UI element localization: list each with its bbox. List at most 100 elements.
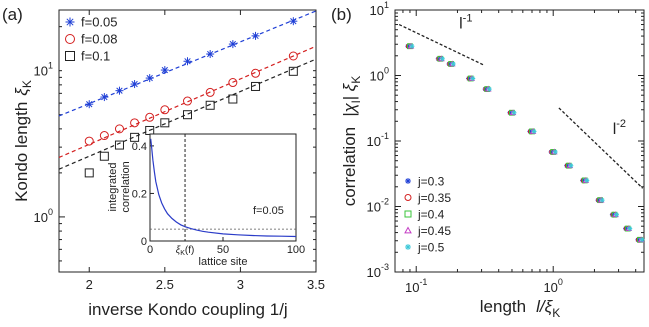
panel-a-data-point-shape bbox=[84, 136, 94, 146]
inset-lines bbox=[150, 134, 297, 241]
panel-a-data-point-stroke bbox=[206, 50, 214, 58]
panel-b-legend-marker-stroke bbox=[405, 178, 411, 184]
panel-b-data-point-stroke bbox=[614, 212, 619, 217]
panel-a-legend-entry: f=0.05 bbox=[81, 15, 118, 30]
panel-a-label: (a) bbox=[2, 5, 23, 24]
panel-a-data-point-shape bbox=[228, 94, 238, 104]
panel-b-y-axis-label-text: correlation bbox=[340, 127, 359, 206]
panel-b-data-point bbox=[627, 226, 633, 231]
inset-y-axis-label-line1: integrated bbox=[107, 163, 119, 212]
panel-a-data-point-shape bbox=[160, 105, 170, 115]
panel-a-data-point-shape bbox=[160, 118, 170, 128]
panel-b-legend-marker-shape bbox=[404, 210, 412, 218]
panel-a-legend: f=0.05 f=0.08 f=0.1 bbox=[65, 15, 118, 64]
panel-a-data-point-stroke bbox=[101, 93, 108, 101]
panel-b-data-point-stroke bbox=[532, 129, 537, 134]
panel-a-x-axis-label: inverse Kondo coupling 1/j bbox=[88, 300, 287, 319]
panel-a-data-point bbox=[160, 105, 170, 115]
panel-b-data-point bbox=[450, 61, 456, 67]
panel-a-data-point bbox=[130, 132, 140, 142]
panel-b-data-point-stroke bbox=[627, 226, 632, 231]
panel-b-y-tick-label: 101 bbox=[370, 0, 389, 18]
panel-a-data-point-stroke bbox=[252, 32, 259, 40]
panel-a-data-point-shape bbox=[130, 118, 140, 128]
inset-curve bbox=[150, 138, 297, 238]
panel-b-data-point bbox=[639, 237, 645, 243]
panel-b-legend-marker bbox=[405, 178, 411, 184]
panel-b-data-point bbox=[599, 197, 605, 203]
panel-a-data-point bbox=[183, 110, 192, 120]
panel-b-x-axis-label: length l/ξK bbox=[480, 297, 560, 320]
panel-a-y-axis-label-symbol: ξ bbox=[12, 87, 31, 96]
panel-a-data-point-shape bbox=[114, 124, 124, 134]
panel-a-data-point-stroke bbox=[146, 74, 153, 82]
panel-b: (b) 10-1 100 10-3 10-2 10-1 100 101 l-1 l-2 j=0… bbox=[331, 0, 645, 320]
inset-y-tick-label: 0 bbox=[141, 236, 147, 248]
panel-a-data-point-shape bbox=[130, 132, 140, 142]
panel-a-data-point-shape bbox=[114, 140, 124, 150]
panel-b-legend-marker bbox=[405, 244, 411, 250]
inset-xi-marker-label: ξK(f) bbox=[176, 245, 195, 257]
panel-a-data-point bbox=[145, 74, 154, 83]
panel-b-y-axis-label-var-sub: l bbox=[349, 101, 363, 104]
panel-b-guide-lines: l-1 l-2 bbox=[398, 13, 644, 189]
inset-y-tick-label: 0.2 bbox=[132, 188, 147, 200]
panel-a-data-point-shape bbox=[99, 131, 109, 141]
panel-b-data-point bbox=[440, 56, 445, 62]
panel-b-y-axis-label: correlation |χl| ξK bbox=[340, 76, 363, 207]
panel-b-data-point bbox=[584, 178, 590, 183]
panel-a-data-point-stroke bbox=[290, 18, 297, 25]
panel-a-data-point bbox=[160, 118, 170, 128]
panel-a-data-point-shape bbox=[183, 110, 192, 120]
panel-b-data-point-stroke bbox=[600, 198, 605, 203]
panel-a-data-point bbox=[99, 151, 109, 161]
panel-b-y-axis-label-var: |χ bbox=[340, 102, 359, 116]
panel-b-guide-line bbox=[558, 107, 644, 189]
inset-annotation: f=0.05 bbox=[253, 205, 284, 217]
panel-b-data-point-stroke bbox=[640, 237, 645, 242]
inset-x-tick-label: 50 bbox=[217, 244, 229, 256]
panel-a-data-point bbox=[160, 66, 169, 75]
panel-a-legend-marker-stroke bbox=[66, 18, 74, 26]
inset-x-axis-label: lattice site bbox=[199, 256, 248, 268]
panel-a-data-point bbox=[228, 94, 238, 104]
panel-a-data-point bbox=[99, 131, 109, 141]
panel-a-data-point-stroke bbox=[116, 87, 123, 94]
panel-b-data-point bbox=[614, 212, 619, 218]
panel-b-data-point-stroke bbox=[584, 178, 589, 183]
panel-a-fit-line bbox=[58, 58, 317, 170]
inset-y-tick-label: 0.4 bbox=[132, 141, 147, 153]
inset-chart: 0 50 100 0 0.2 0.4 ξK(f) integrated correlatio… bbox=[107, 133, 305, 268]
panel-a-data-point bbox=[183, 57, 192, 66]
panel-b-label: (b) bbox=[331, 5, 352, 24]
panel-b-y-tick-label: 10-3 bbox=[367, 262, 389, 280]
panel-a-data-point bbox=[251, 81, 261, 91]
panel-a-data-point-shape bbox=[84, 168, 94, 178]
panel-b-data-point-stroke bbox=[553, 149, 558, 155]
panel-a-data-point-shape bbox=[228, 78, 238, 88]
panel-a-y-axis-label: Kondo length ξK bbox=[12, 80, 34, 202]
panel-a-data-point bbox=[84, 136, 94, 146]
panel-b-legend-marker bbox=[404, 194, 412, 201]
panel-a-data-point bbox=[206, 50, 215, 59]
panel-a-y-axis-label-text: Kondo length bbox=[12, 102, 31, 202]
panel-a-legend-marker-shape bbox=[65, 34, 75, 44]
inset-ticks: 0 50 100 0 0.2 0.4 ξK(f) bbox=[132, 141, 305, 257]
panel-b-legend-marker-stroke bbox=[405, 244, 411, 250]
panel-a-fit-lines bbox=[58, 10, 317, 170]
panel-b-x-tick-label: 100 bbox=[543, 277, 562, 295]
panel-a-data-point bbox=[114, 140, 124, 150]
panel-b-legend: j=0.3 j=0.35 j=0.4 j=0.45 j=0.5 bbox=[404, 175, 451, 255]
panel-a-data-point-stroke bbox=[229, 40, 237, 48]
panel-a-data-point bbox=[288, 66, 298, 76]
panel-b-y-axis-label-mid: | ξ bbox=[340, 82, 359, 100]
panel-a-plot-frame bbox=[58, 9, 317, 273]
panel-a-ticks: 2 2.5 3 3.5 100 101 bbox=[34, 10, 325, 292]
panel-b-data-point bbox=[470, 76, 476, 81]
panel-b-data-point bbox=[531, 129, 537, 134]
panel-a-data-point bbox=[115, 86, 124, 95]
panel-b-y-axis-label-sub: K bbox=[349, 76, 363, 84]
panel-a-x-tick-label: 3.5 bbox=[307, 277, 325, 292]
panel-b-legend-entry: j=0.45 bbox=[417, 224, 451, 238]
